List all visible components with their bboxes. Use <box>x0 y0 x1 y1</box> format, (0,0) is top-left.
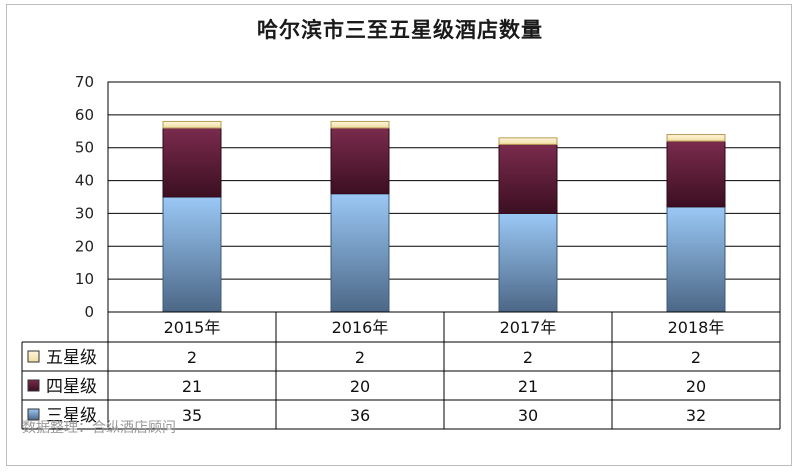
table-cell: 2 <box>523 348 533 367</box>
bar-segment <box>666 134 726 142</box>
legend-label: 三星级 <box>46 406 97 426</box>
bar-segment <box>330 193 390 313</box>
source-note: 数据整理：合纵酒店顾问 <box>22 420 176 436</box>
legend-key <box>27 408 40 421</box>
bar-segment <box>330 127 390 195</box>
table-cell: 2 <box>187 348 197 367</box>
y-tick-label: 20 <box>75 237 94 255</box>
table-cell: 30 <box>518 406 538 425</box>
category-label: 2015年 <box>164 318 221 337</box>
table-cell: 32 <box>686 406 706 425</box>
category-label: 2017年 <box>500 318 557 337</box>
table-cell: 2 <box>691 348 701 367</box>
category-label: 2018年 <box>668 318 725 337</box>
y-tick-label: 50 <box>75 139 94 157</box>
table-cell: 36 <box>350 406 370 425</box>
table-cell: 20 <box>350 377 370 396</box>
y-tick-label: 30 <box>75 204 94 222</box>
table-cell: 2 <box>355 348 365 367</box>
bar-segment <box>162 196 222 313</box>
y-tick-label: 70 <box>75 73 94 91</box>
table-cell: 20 <box>686 377 706 396</box>
legend-key <box>27 350 40 363</box>
legend-label: 四星级 <box>46 377 97 397</box>
table-cell: 21 <box>518 377 538 396</box>
y-tick-label: 0 <box>84 303 94 321</box>
table-cell: 35 <box>182 406 202 425</box>
chart-title: 哈尔滨市三至五星级酒店数量 <box>257 18 543 42</box>
bar-segment <box>162 120 222 129</box>
bar-segment <box>498 143 558 214</box>
legend-label: 五星级 <box>46 348 97 368</box>
y-tick-label: 10 <box>75 270 94 288</box>
bar-segment <box>498 137 558 145</box>
bar-segment <box>498 212 558 313</box>
y-tick-label: 60 <box>75 106 94 124</box>
bar-segment <box>666 206 726 313</box>
bar-segment <box>330 120 390 129</box>
bar-segment <box>162 127 222 198</box>
bar-segment <box>666 140 726 208</box>
legend-key <box>27 379 40 392</box>
bars-layer <box>162 120 726 313</box>
category-label: 2016年 <box>332 318 389 337</box>
table-cell: 21 <box>182 377 202 396</box>
y-tick-label: 40 <box>75 172 94 190</box>
